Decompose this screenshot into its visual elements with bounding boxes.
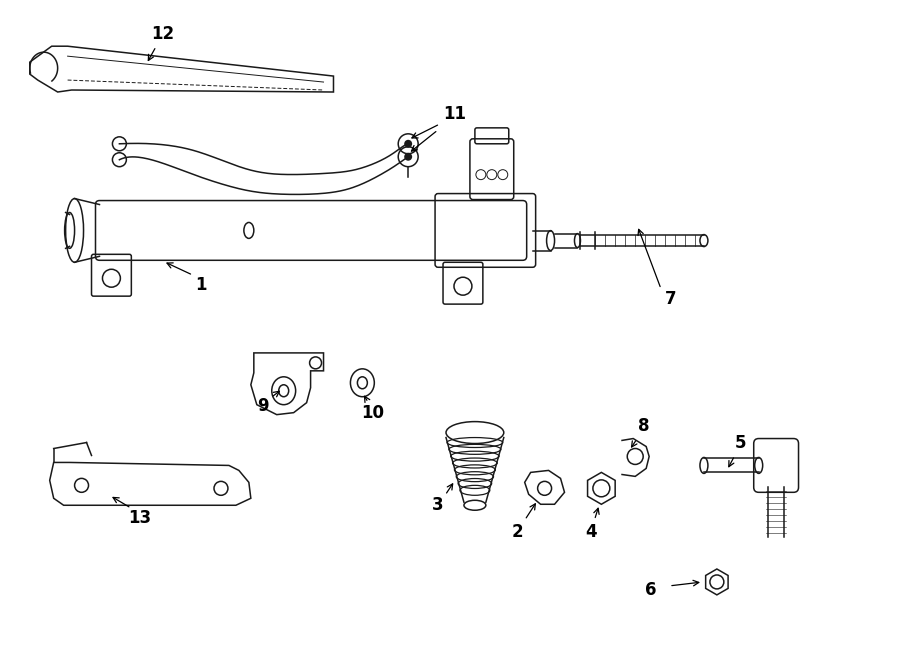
- Text: 6: 6: [645, 581, 657, 599]
- Text: 5: 5: [735, 434, 746, 451]
- Text: 4: 4: [586, 523, 598, 541]
- Circle shape: [404, 140, 412, 148]
- Text: 10: 10: [361, 404, 383, 422]
- Text: 13: 13: [128, 509, 151, 527]
- Text: 12: 12: [151, 25, 175, 43]
- Text: 11: 11: [444, 105, 466, 123]
- Text: 8: 8: [638, 416, 650, 434]
- Circle shape: [404, 153, 412, 161]
- Text: 9: 9: [257, 397, 268, 414]
- Text: 1: 1: [195, 276, 207, 294]
- Text: 3: 3: [432, 496, 444, 514]
- Text: 7: 7: [665, 290, 677, 308]
- Text: 2: 2: [512, 523, 524, 541]
